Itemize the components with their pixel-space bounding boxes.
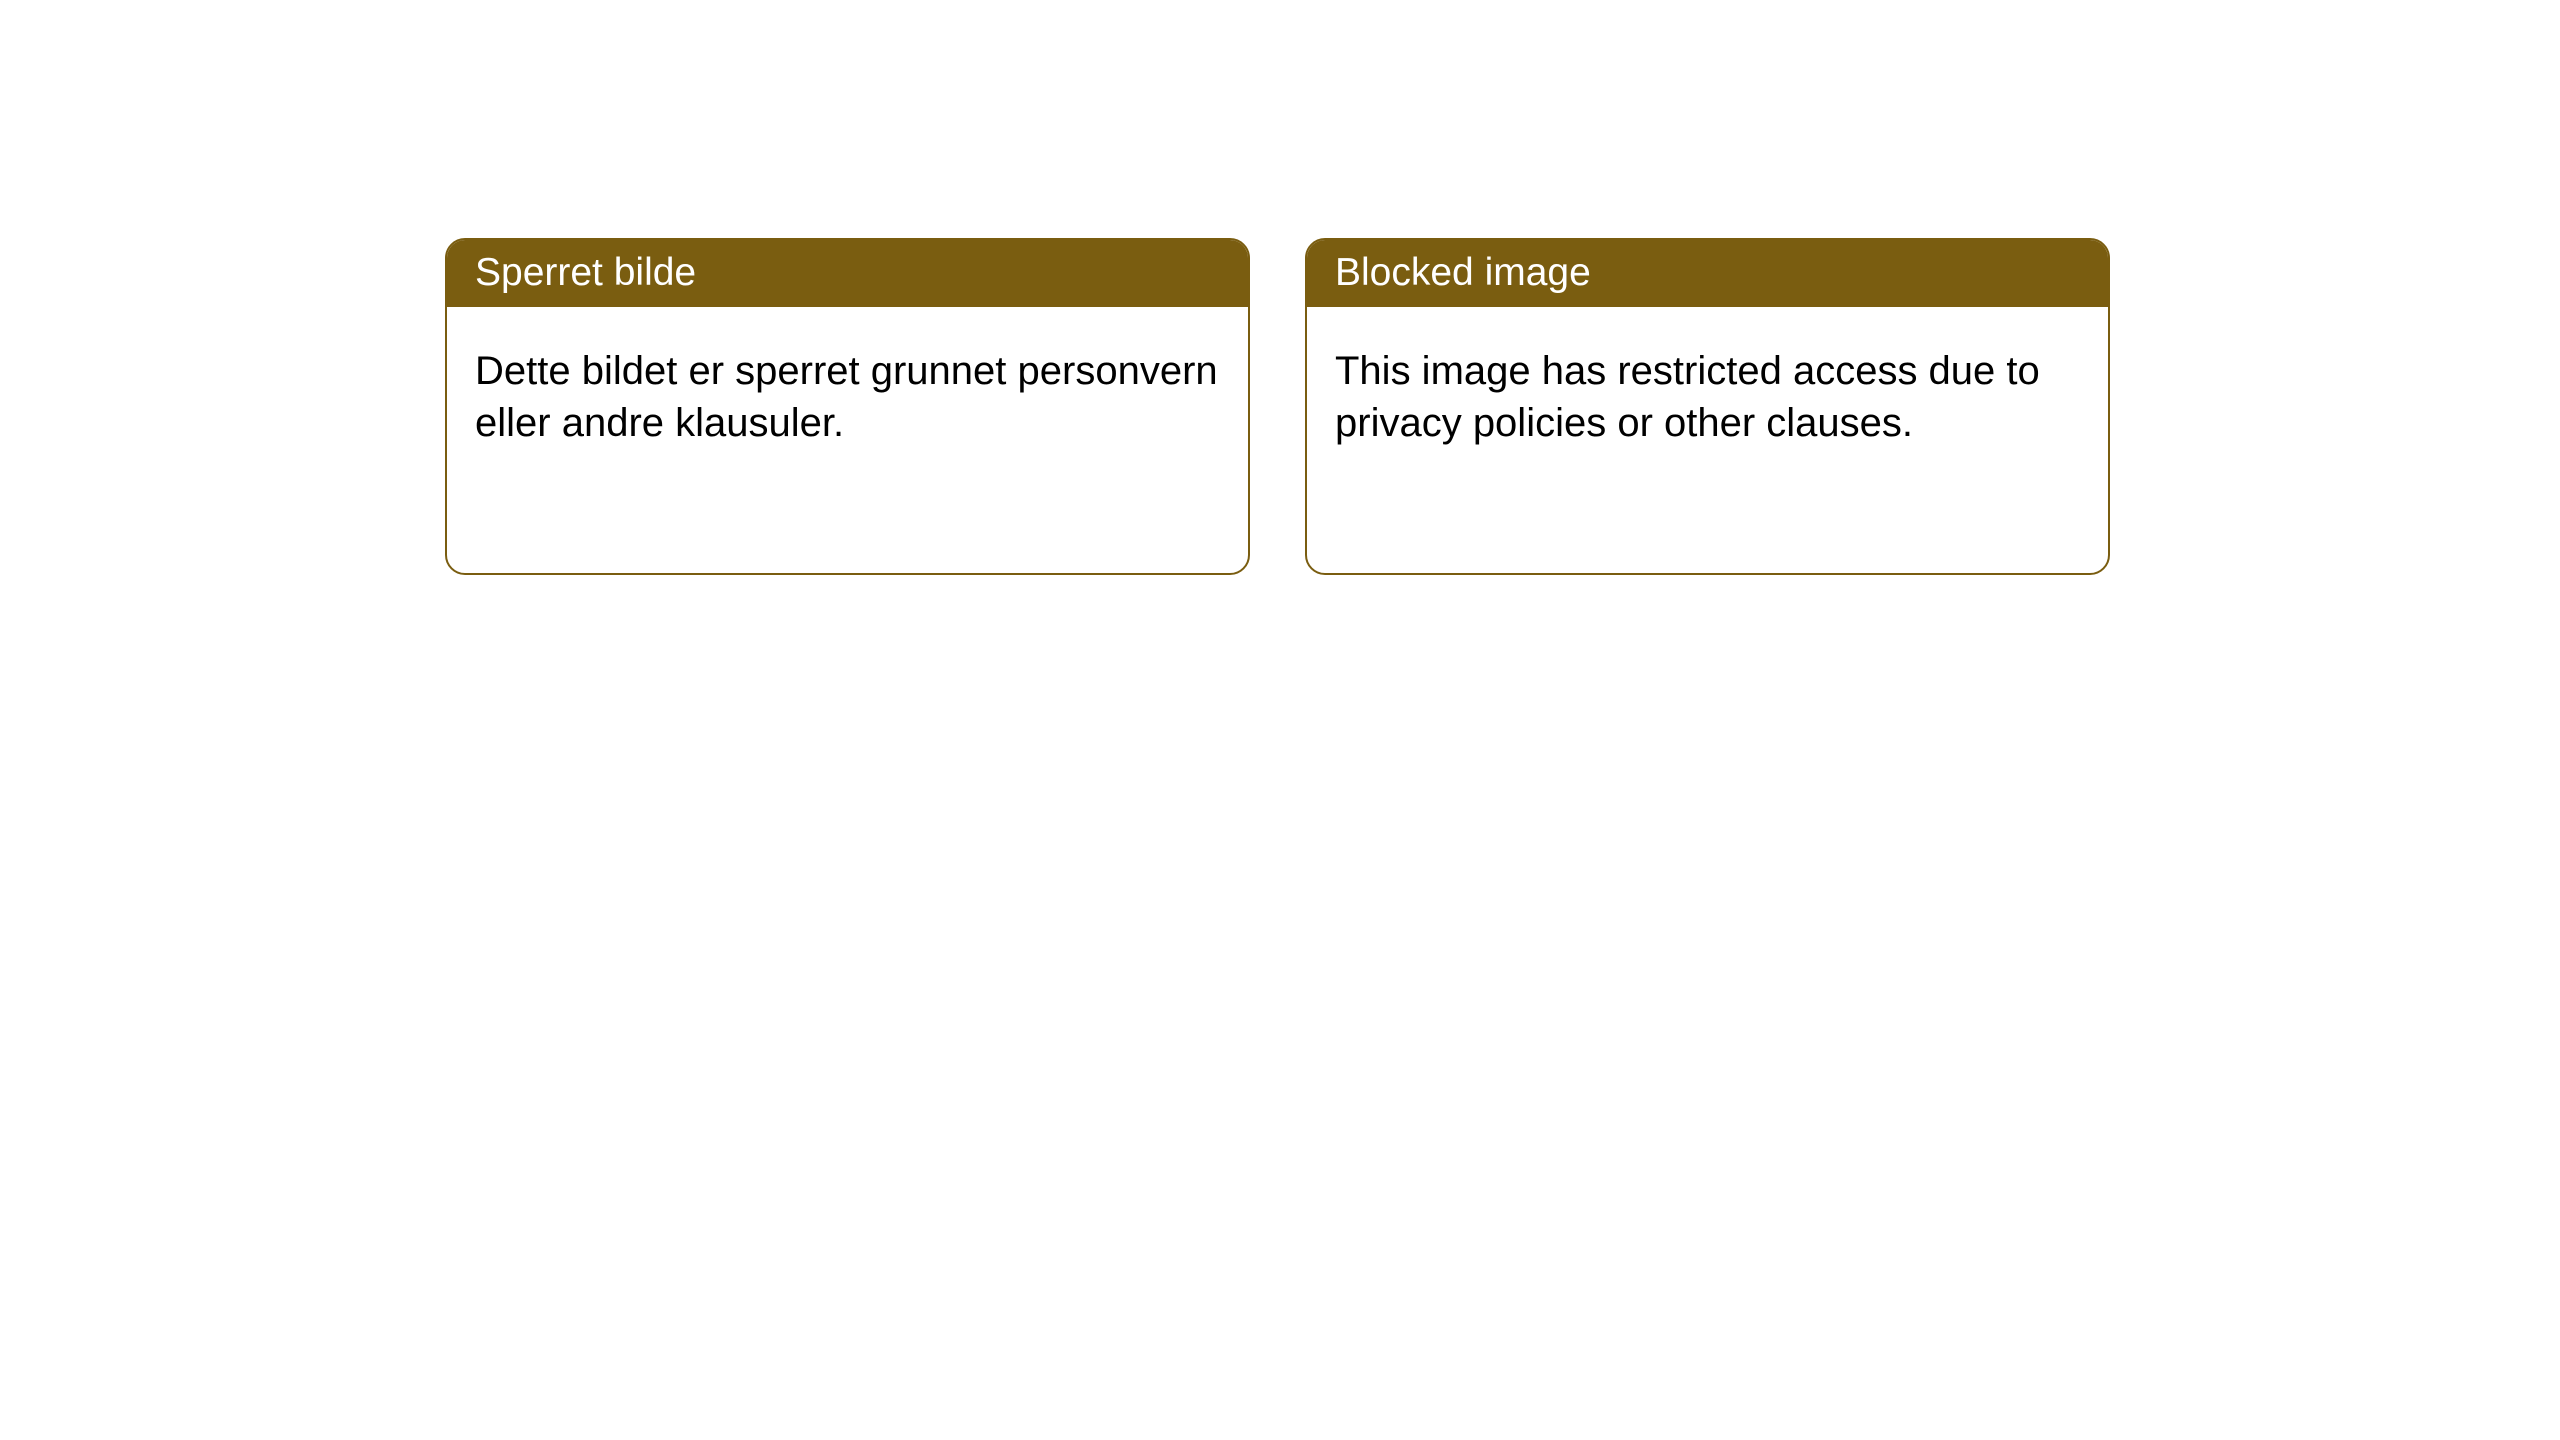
notice-body-english: This image has restricted access due to … [1307,307,2108,487]
notice-card-norwegian: Sperret bilde Dette bildet er sperret gr… [445,238,1250,575]
notice-title-norwegian: Sperret bilde [447,240,1248,307]
notice-container: Sperret bilde Dette bildet er sperret gr… [445,238,2110,575]
notice-title-english: Blocked image [1307,240,2108,307]
notice-card-english: Blocked image This image has restricted … [1305,238,2110,575]
notice-body-norwegian: Dette bildet er sperret grunnet personve… [447,307,1248,487]
